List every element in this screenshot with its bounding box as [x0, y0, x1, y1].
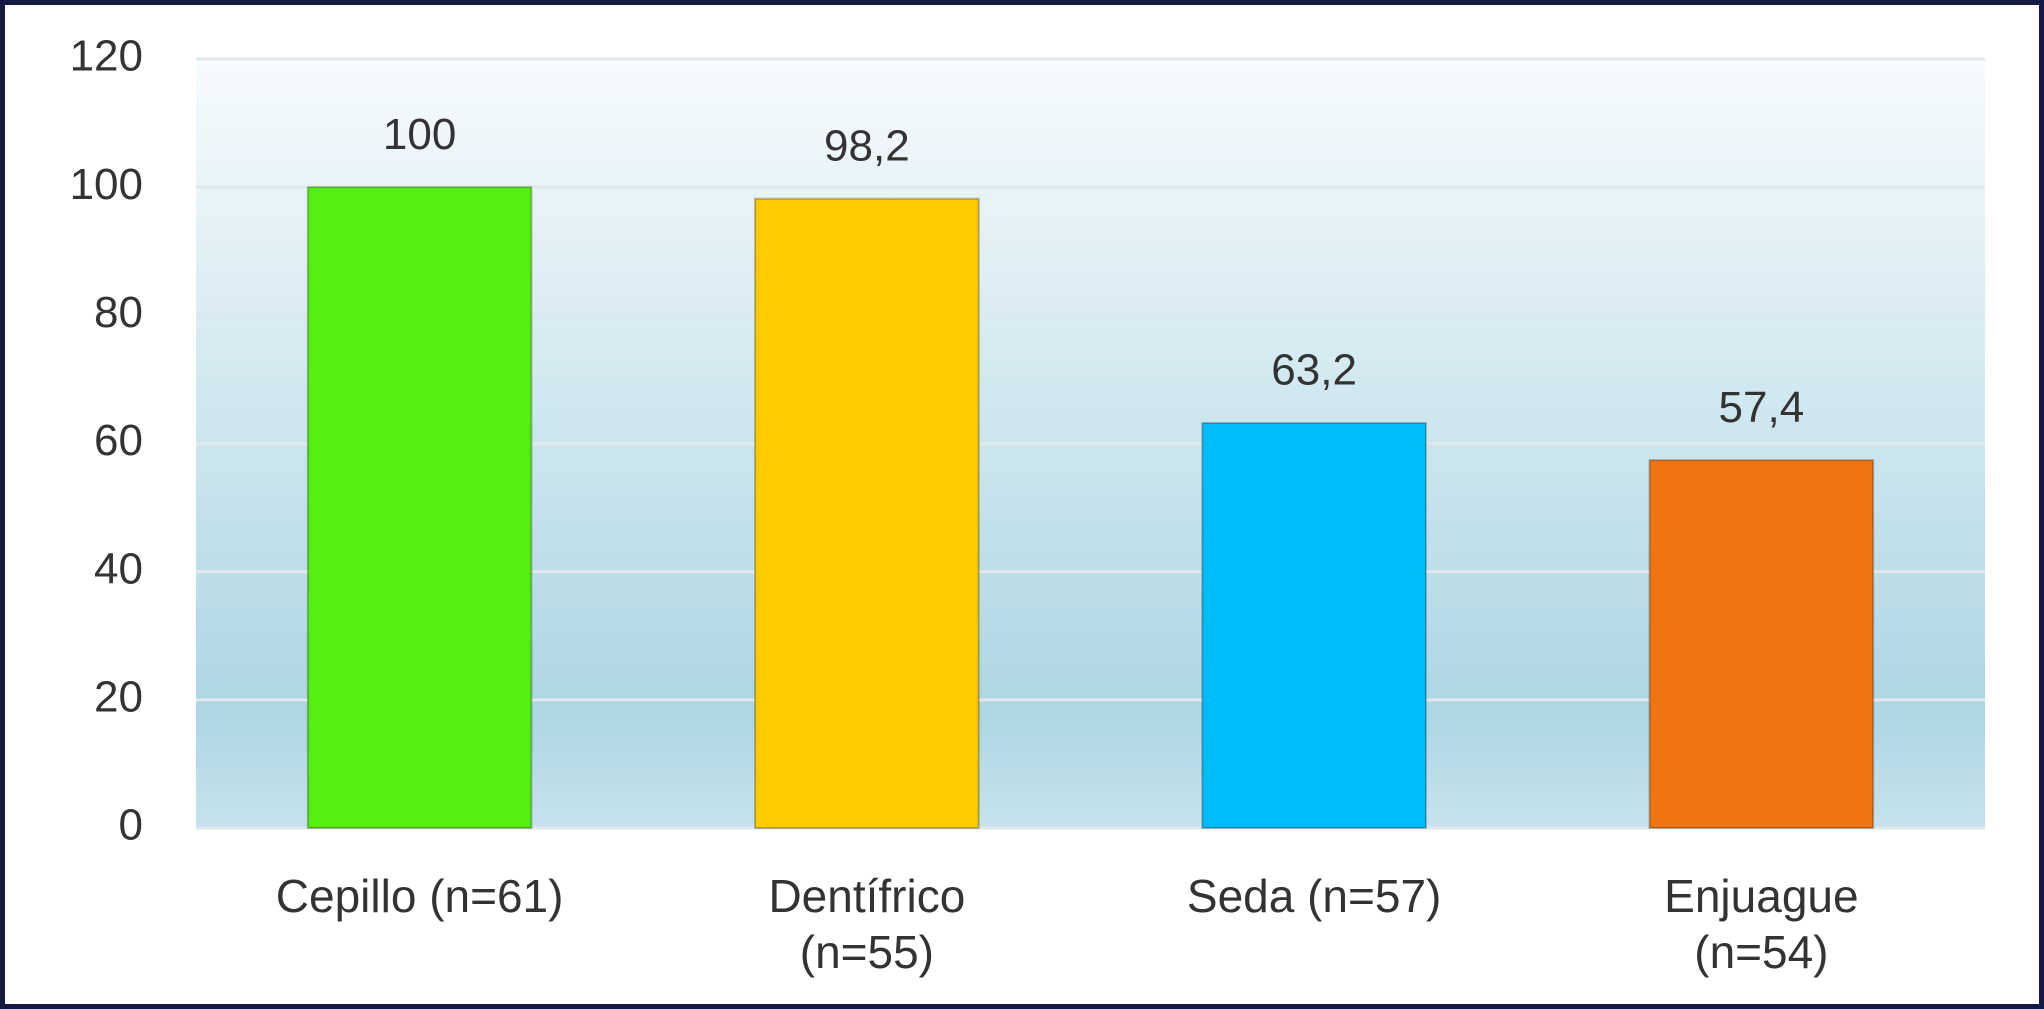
bar [754, 197, 980, 829]
data-label: 57,4 [1719, 383, 1805, 432]
y-tick-label: 120 [70, 32, 143, 81]
data-label: 98,2 [824, 121, 910, 170]
data-label: 100 [383, 110, 456, 159]
y-tick-label: 40 [94, 544, 143, 593]
y-tick-label: 60 [94, 416, 143, 465]
y-tick-label: 20 [94, 672, 143, 721]
y-tick-label: 80 [94, 288, 143, 337]
bar [1201, 421, 1427, 829]
y-tick-label: 100 [70, 160, 143, 209]
bar [1648, 459, 1875, 829]
bar [306, 186, 533, 829]
chart: 0 20 40 60 80 100 120 100 98,2 63,2 57,4 [70, 32, 1985, 850]
x-tick-label: Seda (n=57) [1186, 870, 1442, 922]
x-tick-label: Cepillo (n=61) [275, 870, 564, 922]
y-tick-label: 0 [119, 801, 143, 850]
x-tick-label: Dentífrico (n=55) [768, 870, 966, 978]
data-label: 63,2 [1271, 346, 1357, 395]
x-tick-label: Enjuague (n=54) [1664, 870, 1859, 978]
